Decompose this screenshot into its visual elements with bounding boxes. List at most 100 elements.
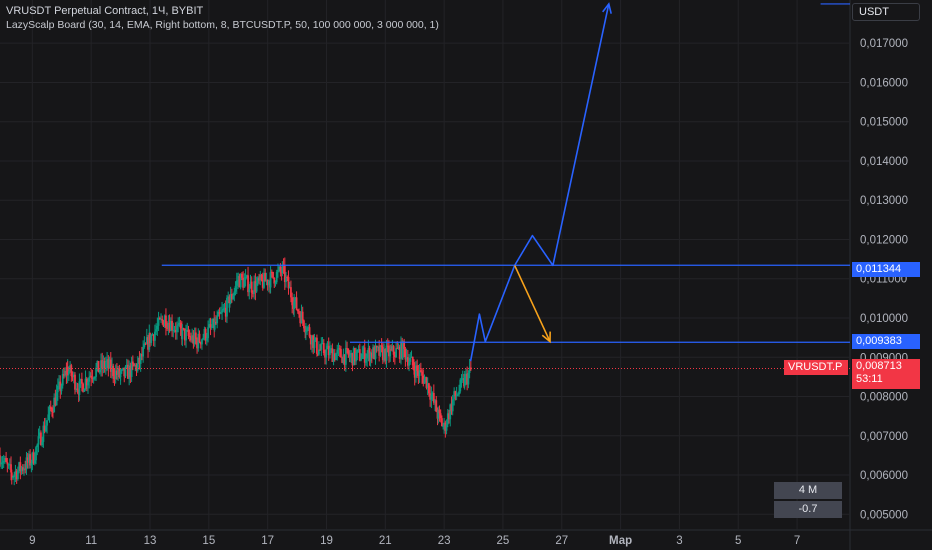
y-tick-label: 0,017000 <box>860 38 908 50</box>
bearish-projection-arrowhead <box>541 331 551 344</box>
candle-body <box>72 374 75 377</box>
candle-body <box>187 329 190 336</box>
candle-body <box>56 385 59 393</box>
candle-body <box>243 279 246 288</box>
candle-body <box>48 406 51 415</box>
candle-body <box>87 381 89 386</box>
candle-body <box>356 349 359 354</box>
candle-body <box>278 266 281 271</box>
candle-body <box>131 361 134 364</box>
candle-body <box>445 424 448 431</box>
candle-body <box>469 367 472 370</box>
candle-body <box>357 349 360 351</box>
candle-body <box>192 335 195 344</box>
candle-body <box>61 373 64 386</box>
candle-body <box>26 457 29 463</box>
candle-body <box>210 327 213 329</box>
candle-body <box>293 301 296 309</box>
candle-body <box>291 297 294 306</box>
candle-body <box>369 352 372 362</box>
candle-body <box>125 364 128 367</box>
candle-body <box>188 335 191 337</box>
candle-body <box>166 327 169 329</box>
candle-body <box>4 457 6 461</box>
candle-body <box>363 347 366 363</box>
candle-body <box>466 373 469 385</box>
candle-body <box>70 365 73 377</box>
candle-body <box>145 337 148 345</box>
candle-body <box>316 337 318 354</box>
candle-body <box>459 379 462 392</box>
currency-button[interactable]: USDT <box>852 3 920 21</box>
x-tick-label: 13 <box>144 535 157 547</box>
candle-body <box>74 374 76 390</box>
x-tick-label: 17 <box>261 535 274 547</box>
candle-body <box>408 361 410 366</box>
candle-body <box>419 370 422 372</box>
candle-body <box>435 400 438 412</box>
candle-body <box>44 425 47 432</box>
candle-body <box>117 368 120 375</box>
candle-body <box>455 395 458 397</box>
price-axis[interactable]: 0,0050000,0060000,0070000,0080000,009000… <box>860 38 908 521</box>
candle-body <box>2 460 5 463</box>
candle-body <box>299 314 302 324</box>
candle-body <box>29 454 32 466</box>
candle-body <box>333 353 336 360</box>
candle-body <box>404 348 407 360</box>
candle-body <box>119 371 122 376</box>
candle-body <box>197 333 200 349</box>
candle-body <box>260 274 263 280</box>
candle-body <box>442 426 445 428</box>
candle-body <box>124 366 127 377</box>
candle-body <box>336 349 339 354</box>
candle-body <box>463 376 466 387</box>
candle-body <box>203 329 206 338</box>
candle-body <box>83 389 86 392</box>
candle-body <box>173 329 176 331</box>
candle-body <box>388 346 390 357</box>
candle-body <box>417 370 420 376</box>
countdown-timer: 53:11 <box>856 373 883 385</box>
candle-body <box>79 378 82 382</box>
candle-body <box>96 360 99 368</box>
candle-body <box>279 266 282 272</box>
candle-body <box>351 353 354 366</box>
candle-body <box>20 467 23 472</box>
candle-body <box>90 375 93 378</box>
candle-body <box>55 392 58 406</box>
time-axis[interactable]: 9 11 13 15 17 19 21 23 25 27 Мар 3 5 7 <box>29 535 800 547</box>
candle-body <box>30 463 33 466</box>
candle-body <box>425 377 428 388</box>
candle-body <box>320 343 323 350</box>
candle-body <box>319 349 321 351</box>
candle-body <box>245 275 248 277</box>
candle-body <box>41 441 44 446</box>
candle-body <box>405 357 408 360</box>
candle-body <box>460 379 463 381</box>
candle-body <box>46 420 48 426</box>
candle-body <box>383 349 385 361</box>
candle-body <box>397 346 400 349</box>
candle-body <box>113 376 116 379</box>
candle-body <box>163 320 166 327</box>
candle-body <box>193 332 196 344</box>
candle-body <box>377 346 379 348</box>
candle-body <box>286 276 289 278</box>
indicator-legend[interactable]: LazyScalp Board (30, 14, EMA, Right bott… <box>6 19 439 31</box>
candle-body <box>242 277 245 288</box>
candle-body <box>128 365 131 379</box>
candle-body <box>116 370 118 375</box>
candle-body <box>428 383 430 394</box>
candle-body <box>143 343 146 348</box>
candle-body <box>321 342 324 344</box>
projection-paths[interactable] <box>469 2 612 362</box>
candle-body <box>453 391 456 400</box>
candle-body <box>332 353 335 362</box>
candle-body <box>443 422 446 427</box>
candle-body <box>254 281 257 292</box>
candle-body <box>154 331 156 341</box>
candle-body <box>375 345 378 348</box>
bearish-projection[interactable] <box>513 265 551 342</box>
